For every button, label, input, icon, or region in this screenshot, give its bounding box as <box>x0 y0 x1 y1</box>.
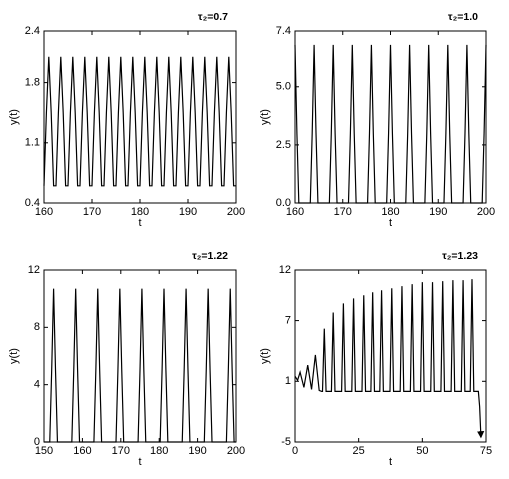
y-tick-label: 4 <box>34 379 40 391</box>
x-axis-label: t <box>138 217 141 229</box>
x-axis-label: t <box>389 456 392 468</box>
data-line <box>294 44 487 204</box>
data-line <box>294 279 485 439</box>
chart-title: τ₂=1.22 <box>192 250 228 262</box>
x-tick-label: 160 <box>286 206 304 218</box>
y-tick-label: 1 <box>285 375 291 387</box>
x-tick-label: 180 <box>150 445 168 457</box>
chart-title: τ₂=0.7 <box>198 11 228 23</box>
y-tick-label: 5.0 <box>276 81 291 93</box>
x-tick-label: 160 <box>73 445 91 457</box>
y-axis-label: y(t) <box>8 109 20 125</box>
y-tick-label: 7 <box>285 314 291 326</box>
x-tick-label: 170 <box>112 445 130 457</box>
data-line <box>44 288 236 443</box>
subplot: 0 25 50 75 -5 1 7 12 t y(t) τ₂=1.23 <box>259 250 492 468</box>
y-tick-label: 8 <box>34 321 40 333</box>
x-tick-label: 150 <box>35 445 53 457</box>
x-tick-label: 25 <box>353 445 365 457</box>
x-axis-label: t <box>138 456 141 468</box>
x-tick-label: 180 <box>381 206 399 218</box>
y-tick-label: 12 <box>28 264 40 276</box>
subplot: 150 160 170 180 190 200 0 4 8 12 t y(t) τ₂=1.22 <box>8 250 245 468</box>
y-tick-label: 0 <box>34 436 40 448</box>
y-axis-label: y(t) <box>8 348 20 364</box>
x-tick-label: 170 <box>334 206 352 218</box>
y-tick-label: 0.4 <box>25 197 40 209</box>
x-tick-label: 200 <box>477 206 495 218</box>
x-tick-label: 160 <box>35 206 53 218</box>
x-tick-label: 200 <box>227 445 245 457</box>
y-tick-label: 2.5 <box>276 139 291 151</box>
x-tick-label: 50 <box>416 445 428 457</box>
subplot: 160 170 180 190 200 0.0 2.5 5.0 7.4 t y(t) τ₂=1.0 <box>259 11 495 229</box>
x-tick-label: 0 <box>292 445 298 457</box>
x-tick-label: 190 <box>429 206 447 218</box>
x-tick-label: 190 <box>179 206 197 218</box>
x-tick-label: 190 <box>188 445 206 457</box>
y-tick-label: 1.1 <box>25 137 40 149</box>
y-tick-label: 2.4 <box>25 25 40 37</box>
y-axis-label: y(t) <box>259 109 271 125</box>
x-tick-label: 180 <box>131 206 149 218</box>
x-axis-label: t <box>389 217 392 229</box>
chart-title: τ₂=1.23 <box>442 250 478 262</box>
subplot: 160 170 180 190 200 0.4 1.1 1.8 2.4 t y(t) τ₂=0.7 <box>8 11 245 229</box>
y-tick-label: 1.8 <box>25 77 40 89</box>
x-tick-label: 200 <box>227 206 245 218</box>
y-tick-label: -5 <box>281 436 291 448</box>
y-tick-label: 0.0 <box>276 197 291 209</box>
data-line <box>43 56 236 187</box>
x-tick-label: 75 <box>480 445 492 457</box>
y-tick-label: 12 <box>279 264 291 276</box>
x-tick-label: 170 <box>83 206 101 218</box>
chart-title: τ₂=1.0 <box>448 11 478 23</box>
y-axis-label: y(t) <box>259 348 271 364</box>
y-tick-label: 7.4 <box>276 25 291 37</box>
